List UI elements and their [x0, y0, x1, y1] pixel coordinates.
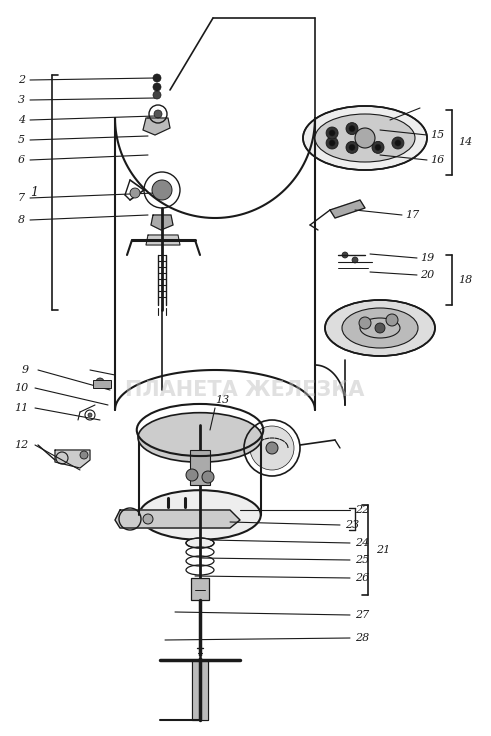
Ellipse shape: [342, 308, 418, 348]
Text: 18: 18: [458, 275, 472, 285]
Polygon shape: [330, 200, 365, 218]
Text: 22: 22: [355, 505, 369, 515]
Circle shape: [392, 137, 404, 149]
Text: 24: 24: [355, 538, 369, 548]
Circle shape: [346, 141, 358, 153]
Text: 12: 12: [14, 440, 28, 450]
Text: 23: 23: [345, 520, 359, 530]
Text: ПЛАНЕТА ЖЕЛЕЗКА: ПЛАНЕТА ЖЕЛЕЗКА: [125, 380, 365, 400]
Circle shape: [153, 83, 161, 91]
Circle shape: [355, 128, 375, 148]
Circle shape: [342, 252, 348, 258]
Text: 10: 10: [14, 383, 28, 393]
Text: 6: 6: [18, 155, 25, 165]
Circle shape: [372, 141, 384, 153]
Text: 2: 2: [18, 75, 25, 85]
Bar: [191, 578, 209, 600]
Circle shape: [326, 137, 338, 149]
Circle shape: [329, 130, 335, 136]
Text: 1: 1: [30, 185, 38, 199]
Bar: [93, 380, 111, 388]
Circle shape: [349, 144, 355, 150]
Polygon shape: [55, 450, 90, 468]
Text: 4: 4: [18, 115, 25, 125]
Text: 7: 7: [18, 193, 25, 203]
Text: 19: 19: [420, 253, 434, 263]
Text: 20: 20: [420, 270, 434, 280]
Text: 13: 13: [215, 395, 229, 405]
Circle shape: [395, 140, 401, 146]
Text: 21: 21: [376, 545, 390, 555]
Circle shape: [346, 123, 358, 135]
Text: 27: 27: [355, 610, 369, 620]
Circle shape: [80, 451, 88, 459]
Text: 11: 11: [14, 403, 28, 413]
Polygon shape: [151, 215, 173, 230]
Circle shape: [154, 110, 162, 118]
Circle shape: [359, 317, 371, 329]
Polygon shape: [143, 118, 170, 135]
Text: 3: 3: [18, 95, 25, 105]
Circle shape: [88, 413, 92, 417]
Text: 16: 16: [430, 155, 444, 165]
Polygon shape: [115, 510, 240, 528]
Circle shape: [153, 91, 161, 99]
Circle shape: [326, 127, 338, 139]
Circle shape: [152, 180, 172, 200]
Circle shape: [130, 188, 140, 198]
Circle shape: [153, 74, 161, 82]
Text: 14: 14: [458, 137, 472, 147]
Text: 26: 26: [355, 573, 369, 583]
Bar: [190, 450, 210, 485]
Circle shape: [352, 257, 358, 263]
Circle shape: [386, 314, 398, 326]
Circle shape: [143, 514, 153, 524]
Circle shape: [186, 469, 198, 481]
Ellipse shape: [303, 106, 427, 170]
Text: 25: 25: [355, 555, 369, 565]
Circle shape: [375, 323, 385, 333]
Circle shape: [202, 471, 214, 483]
Circle shape: [266, 442, 278, 454]
Text: 9: 9: [22, 365, 29, 375]
Circle shape: [250, 426, 294, 470]
Circle shape: [96, 378, 104, 386]
Ellipse shape: [186, 538, 214, 548]
Ellipse shape: [325, 300, 435, 356]
Ellipse shape: [139, 490, 261, 539]
Text: 28: 28: [355, 633, 369, 643]
Circle shape: [329, 140, 335, 146]
Polygon shape: [192, 660, 208, 720]
Text: 8: 8: [18, 215, 25, 225]
Text: 17: 17: [405, 210, 419, 220]
Text: 5: 5: [18, 135, 25, 145]
Circle shape: [375, 144, 381, 150]
Polygon shape: [146, 235, 180, 245]
Ellipse shape: [138, 413, 262, 462]
Text: 15: 15: [430, 130, 444, 140]
Circle shape: [349, 126, 355, 132]
Ellipse shape: [315, 114, 415, 162]
